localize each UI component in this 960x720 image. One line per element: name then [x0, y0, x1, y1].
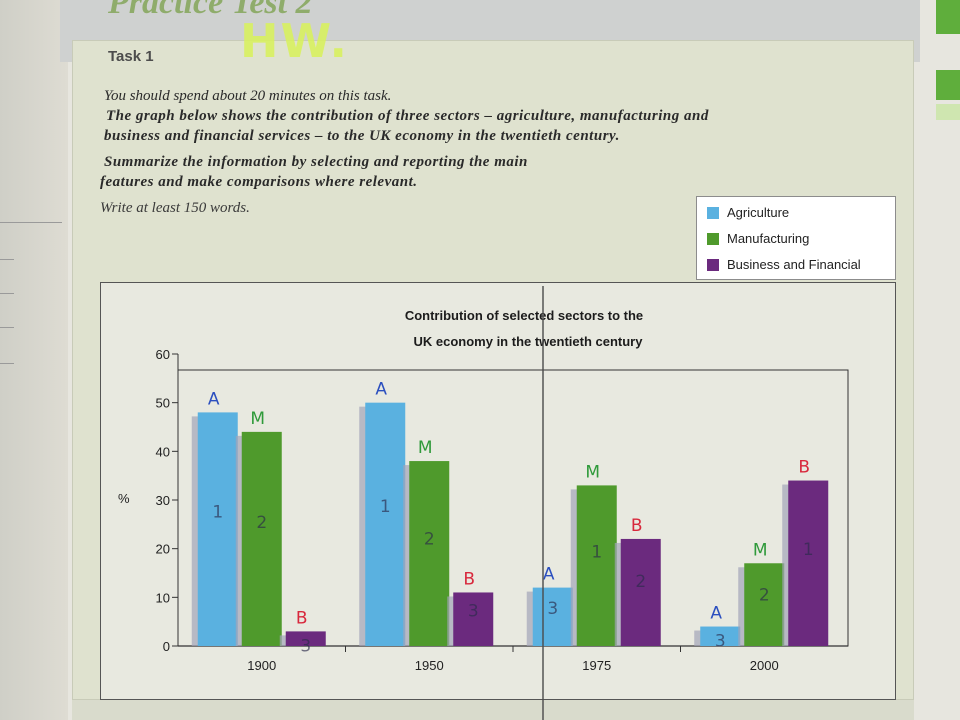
y-tick-label: 60	[156, 347, 170, 362]
handwritten-letter: B	[463, 569, 475, 589]
instruction-summarize-1: Summarize the information by selecting a…	[104, 154, 528, 170]
bar	[197, 412, 238, 646]
bar	[744, 563, 785, 646]
legend-swatch-manufacturing	[707, 232, 719, 245]
bar	[285, 631, 326, 646]
handwritten-rank: 2	[256, 513, 267, 533]
handwritten-rank: 3	[468, 602, 479, 622]
left-page-table-edge	[0, 222, 62, 364]
chart-title-line-1: Contribution of selected sectors to the	[405, 308, 643, 323]
legend-swatch-business	[707, 258, 719, 271]
bar	[788, 480, 829, 646]
x-tick-label: 2000	[750, 658, 779, 673]
y-tick-label: 50	[156, 396, 170, 411]
legend-item-manufacturing: Manufacturing	[707, 231, 809, 246]
y-tick-label: 40	[156, 444, 170, 459]
handwritten-letter: A	[208, 389, 220, 409]
y-axis-label: %	[118, 491, 130, 506]
x-tick-label: 1975	[582, 658, 611, 673]
handwritten-letter: M	[250, 409, 265, 429]
bar	[620, 538, 661, 646]
y-tick-label: 20	[156, 542, 170, 557]
handwritten-rank: 2	[759, 585, 770, 605]
bar	[365, 402, 406, 646]
instruction-words: Write at least 150 words.	[100, 200, 250, 216]
handwritten-letter: A	[375, 380, 387, 400]
corner-tab	[936, 70, 960, 100]
task-label: Task 1	[108, 48, 154, 65]
instruction-prompt-2: business and financial services – to the…	[104, 128, 620, 144]
handwritten-letter: M	[585, 462, 600, 482]
handwritten-letter: A	[543, 565, 555, 585]
corner-tab	[936, 104, 960, 120]
legend-label: Business and Financial	[727, 257, 861, 272]
bottom-band	[72, 700, 914, 720]
handwritten-rank: 2	[424, 529, 435, 549]
handwritten-rank: 1	[803, 540, 814, 560]
handwritten-letter: M	[753, 540, 768, 560]
bar	[700, 626, 741, 646]
chart-legend: Agriculture Manufacturing Business and F…	[696, 196, 896, 280]
corner-tab	[936, 0, 960, 34]
handwritten-rank: 2	[635, 572, 646, 592]
handwritten-letter: A	[710, 604, 722, 624]
handwritten-rank: 3	[715, 632, 726, 652]
instruction-time: You should spend about 20 minutes on thi…	[104, 88, 392, 104]
bar	[241, 431, 282, 646]
page-title: Practice Test 2	[108, 0, 313, 21]
handwritten-rank: 1	[212, 503, 223, 523]
page-edge	[0, 0, 68, 720]
handwritten-letter: M	[418, 438, 433, 458]
handwritten-rank: 1	[591, 543, 602, 563]
legend-swatch-agriculture	[707, 206, 719, 219]
y-tick-label: 30	[156, 493, 170, 508]
instruction-prompt-1: The graph below shows the contribution o…	[106, 108, 709, 124]
pen-line	[542, 286, 544, 720]
bar	[576, 485, 617, 646]
bar	[532, 587, 573, 646]
chart-title-line-2: UK economy in the twentieth century	[414, 334, 644, 349]
x-tick-label: 1900	[247, 658, 276, 673]
handwritten-letter: B	[631, 516, 643, 536]
handwritten-rank: 3	[300, 636, 311, 656]
handwritten-letter: B	[296, 608, 308, 628]
handwritten-rank: 3	[547, 599, 558, 619]
handwritten-rank: 1	[380, 497, 391, 517]
handwritten-letter: B	[798, 458, 810, 478]
y-tick-label: 10	[156, 590, 170, 605]
handwritten-note: HW.	[240, 14, 349, 68]
legend-label: Manufacturing	[727, 231, 810, 246]
bar	[453, 592, 494, 646]
y-tick-label: 0	[163, 639, 170, 654]
instruction-summarize-2: features and make comparisons where rele…	[100, 174, 418, 190]
legend-label: Agriculture	[727, 205, 790, 220]
bar	[409, 461, 450, 646]
legend-item-business: Business and Financial	[707, 257, 861, 272]
legend-item-agriculture: Agriculture	[707, 205, 789, 220]
x-tick-label: 1950	[415, 658, 444, 673]
